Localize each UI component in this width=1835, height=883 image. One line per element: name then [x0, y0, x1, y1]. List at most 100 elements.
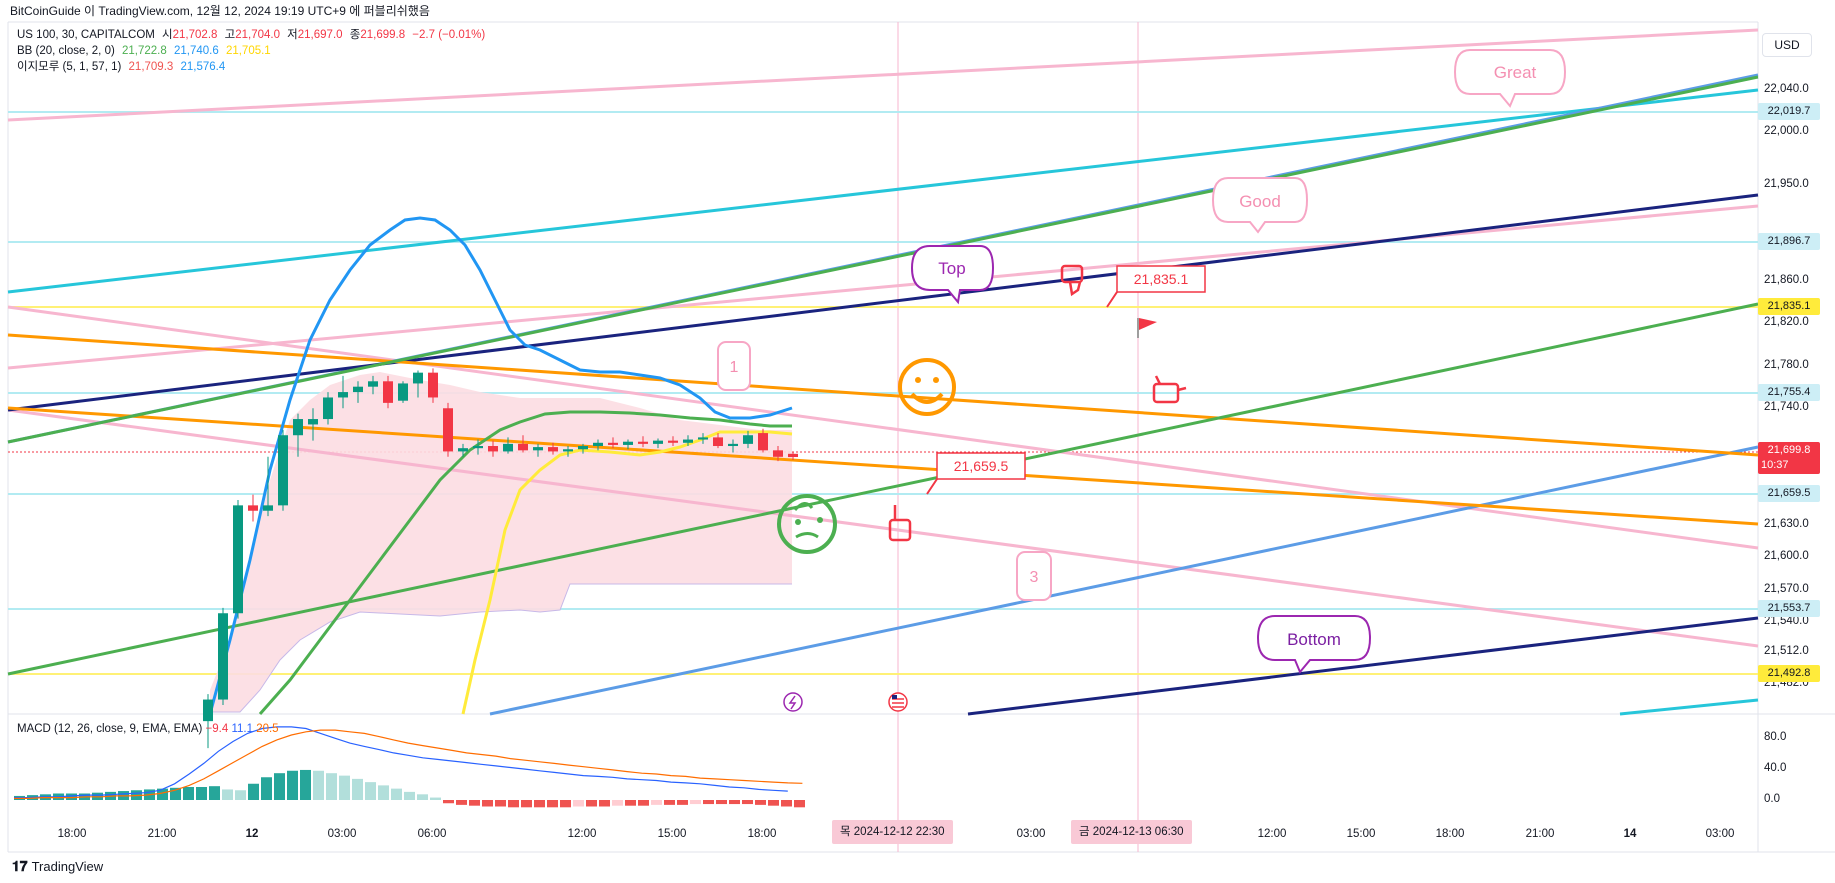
macd-histogram-bar	[768, 800, 779, 806]
time-tick: 15:00	[657, 828, 687, 840]
good-label: Good	[1239, 192, 1281, 211]
candle-body	[518, 443, 528, 451]
bb-basis-value: 21,722.8	[122, 45, 167, 57]
candle-body	[458, 448, 468, 452]
candle-body	[353, 386, 363, 393]
price-badge: 22,019.7	[1758, 103, 1820, 120]
candle-body	[443, 408, 453, 452]
high-label: 고	[224, 29, 236, 41]
macd-histogram-bar	[716, 800, 727, 805]
macd-histogram-bar	[339, 775, 350, 800]
macd-tick: 0.0	[1764, 793, 1780, 805]
time-tick: 03:00	[1016, 828, 1046, 840]
candle-body	[623, 441, 633, 445]
time-badge-1: 목 2024-12-12 22:30	[832, 820, 953, 844]
macd-histogram-bar	[664, 800, 675, 805]
high-value: 21,704.0	[235, 29, 280, 41]
macd-histogram-bar	[274, 773, 285, 800]
price-callout-1[interactable]: 21,835.1	[1106, 265, 1206, 308]
bottom-label: Bottom	[1287, 630, 1341, 649]
price-tick: 21,780.0	[1764, 359, 1809, 371]
macd-histogram-bar	[365, 782, 376, 800]
macd-histogram-bar	[313, 770, 324, 800]
change-value: −2.7 (−0.01%)	[412, 29, 486, 41]
last-price-badge: 21,699.8 10:37	[1758, 442, 1820, 474]
annotation-good[interactable]: Good	[1211, 177, 1309, 234]
macd-histogram-bar	[222, 789, 233, 800]
candle-body	[698, 437, 708, 440]
macd-histogram-bar	[209, 786, 220, 800]
candle-body	[638, 441, 648, 444]
macd-histogram-bar	[794, 800, 805, 808]
time-tick: 21:00	[147, 828, 177, 840]
price-tick: 21,820.0	[1764, 316, 1809, 328]
us-flag-event-icon[interactable]	[888, 692, 908, 712]
candle-body	[383, 381, 393, 403]
price-badge: 21,553.7	[1758, 600, 1820, 617]
macd-histogram-bar	[430, 797, 441, 800]
symbol-label: US 100, 30, CAPITALCOM	[17, 29, 155, 41]
candle-body	[323, 397, 333, 420]
candle-body	[203, 699, 213, 722]
macd-histogram-bar	[287, 770, 298, 800]
price-tick: 21,740.0	[1764, 401, 1809, 413]
candle-body	[248, 505, 258, 511]
macd-line	[14, 726, 788, 799]
publish-caption: BitCoinGuide 이 TradingView.com, 12월 12, …	[10, 4, 430, 18]
time-tick: 14	[1623, 828, 1637, 840]
price-tick: 21,600.0	[1764, 550, 1809, 562]
symbol-legend: US 100, 30, CAPITALCOM 시21,702.8 고21,704…	[17, 27, 489, 43]
candle-body	[233, 505, 243, 614]
bar-countdown: 10:37	[1761, 459, 1789, 471]
macd-line-value: 11.1	[231, 723, 253, 735]
annotation-top[interactable]: Top	[910, 245, 995, 305]
earnings-event-icon[interactable]	[783, 692, 803, 712]
macd-histogram-bar	[742, 800, 753, 805]
time-tick: 18:00	[1435, 828, 1465, 840]
currency-selector[interactable]: USD	[1762, 33, 1812, 57]
time-tick: 03:00	[1705, 828, 1735, 840]
tradingview-footer[interactable]: 𝟏𝟕 TradingView	[12, 858, 103, 875]
macd-hist-value: −9.4	[205, 723, 229, 735]
macd-histogram-bar	[495, 800, 506, 807]
bb-legend: BB (20, close, 2, 0) 21,722.8 21,740.6 2…	[17, 43, 275, 59]
annotation-bottom[interactable]: Bottom	[1256, 615, 1372, 674]
smiley-uneasy-icon	[777, 494, 837, 554]
top-label: Top	[938, 259, 965, 278]
candle-body	[683, 439, 693, 443]
macd-histogram-bar	[300, 769, 311, 800]
macd-histogram-bar	[378, 785, 389, 800]
annotation-great[interactable]: Great	[1453, 49, 1567, 108]
ichimoku-a-value: 21,709.3	[128, 61, 174, 73]
ichimoku-label: 이지모루 (5, 1, 57, 1)	[17, 61, 122, 73]
annotation-three[interactable]: 3	[1016, 551, 1052, 601]
candle-body	[713, 437, 723, 447]
candle-body	[533, 447, 543, 451]
bollinger-bands	[208, 216, 793, 715]
open-label: 시	[162, 29, 173, 41]
one-label: 1	[730, 359, 739, 376]
bb-upper-value: 21,740.6	[173, 45, 219, 57]
macd-histogram-bar	[248, 783, 259, 800]
candle-body	[473, 446, 483, 449]
macd-histogram-bar	[599, 800, 610, 807]
candle-body	[293, 419, 303, 436]
price-callout-2[interactable]: 21,659.5	[926, 452, 1026, 495]
price-badge: 21,492.8	[1758, 665, 1820, 682]
candle-body	[653, 440, 663, 444]
macd-legend: MACD (12, 26, close, 9, EMA, EMA) −9.4 1…	[17, 723, 279, 735]
ichimoku-legend: 이지모루 (5, 1, 57, 1) 21,709.3 21,576.4	[17, 59, 229, 75]
price-tick: 21,570.0	[1764, 583, 1809, 595]
macd-histogram-bar	[547, 800, 558, 808]
candle-body	[488, 446, 498, 452]
macd-histogram-bar	[651, 800, 662, 805]
macd-histogram-bar	[235, 790, 246, 800]
candle-body	[263, 505, 273, 511]
macd-histogram-bar	[352, 778, 363, 800]
macd-histogram-bar	[625, 800, 636, 806]
annotation-one[interactable]: 1	[717, 341, 751, 391]
candle-body	[218, 613, 228, 700]
macd-histogram-bar	[196, 787, 207, 800]
low-label: 저	[287, 29, 298, 41]
